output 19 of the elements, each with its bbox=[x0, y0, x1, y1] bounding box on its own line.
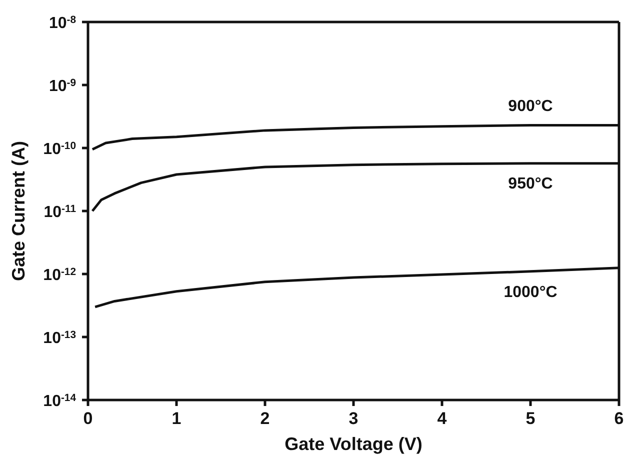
y-tick-label: 10$^{-14}$ bbox=[43, 392, 76, 410]
annotation: 900°C bbox=[508, 98, 554, 116]
y-tick-label: 10$^{-9}$ bbox=[48, 78, 76, 95]
x-tick-label: 0 bbox=[83, 409, 93, 428]
x-tick-label: 6 bbox=[614, 409, 624, 428]
y-tick-label: 10$^{-10}$ bbox=[43, 140, 76, 158]
annotation: 1000°C bbox=[504, 284, 558, 301]
x-tick-label: 4 bbox=[437, 409, 448, 428]
y-tick-label: 10$^{-13}$ bbox=[43, 330, 76, 347]
x-tick-label: 2 bbox=[260, 409, 270, 428]
y-tick-label: 10$^{-12}$ bbox=[43, 266, 76, 284]
annotation: 950°C bbox=[508, 176, 554, 193]
x-tick-label: 3 bbox=[348, 409, 358, 428]
x-tick-label: 5 bbox=[526, 409, 536, 428]
y-axis-title: Gate Current (A) bbox=[8, 140, 28, 282]
x-axis-title: Gate Voltage (V) bbox=[284, 434, 422, 454]
y-tick-label: 10$^{-11}$ bbox=[44, 204, 76, 221]
y-tick-label: 10$^{-8}$ bbox=[48, 14, 76, 32]
x-tick-label: 1 bbox=[172, 409, 182, 428]
